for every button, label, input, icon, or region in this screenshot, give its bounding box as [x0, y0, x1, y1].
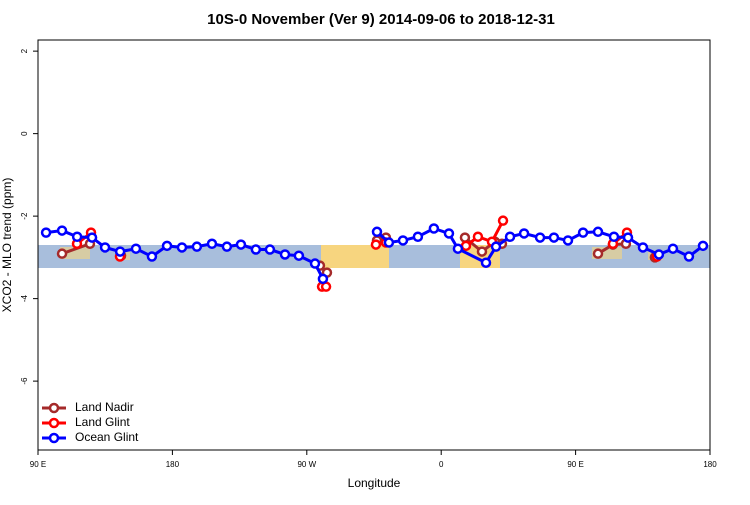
y-tick-label: -2	[20, 212, 29, 220]
data-point	[490, 241, 502, 252]
x-tick-label: 0	[439, 460, 444, 469]
data-point	[480, 257, 492, 268]
plot-frame	[37, 39, 711, 451]
data-point	[235, 239, 247, 250]
x-tick-label: 90 E	[567, 460, 583, 469]
data-point	[460, 240, 472, 252]
data-point	[114, 246, 126, 257]
data-point	[371, 226, 383, 238]
x-tick-label: 180	[703, 460, 717, 469]
data-point	[452, 243, 464, 254]
data-point	[309, 258, 321, 269]
data-point	[518, 228, 530, 239]
data-point	[383, 237, 395, 248]
data-point	[504, 231, 516, 243]
data-point	[608, 231, 620, 243]
data-point	[577, 227, 589, 238]
land-strip	[60, 247, 90, 259]
legend-label: Ocean Glint	[75, 430, 139, 444]
data-point	[592, 226, 604, 238]
data-point	[86, 232, 98, 243]
data-point	[221, 241, 233, 252]
data-point	[497, 215, 509, 226]
map-strip	[38, 245, 710, 268]
data-point	[206, 238, 218, 250]
legend-marker	[48, 432, 60, 444]
data-point	[637, 242, 649, 253]
x-tick-label: 90 W	[297, 460, 316, 469]
data-point	[548, 232, 560, 243]
legend-marker	[48, 402, 60, 414]
data-point	[161, 240, 173, 252]
data-point	[191, 241, 203, 252]
data-point	[40, 227, 52, 238]
data-point	[397, 235, 409, 246]
data-point	[317, 273, 329, 285]
data-point	[459, 232, 471, 243]
data-point	[56, 225, 68, 236]
data-point	[622, 232, 634, 243]
data-point	[443, 228, 455, 239]
legend-label: Land Glint	[75, 415, 130, 429]
y-tick-label: -6	[20, 377, 29, 385]
y-tick-label: 2	[20, 48, 29, 53]
data-point	[534, 232, 546, 243]
data-point	[592, 248, 604, 259]
data-point	[667, 243, 679, 254]
chart-title: 10S-0 November (Ver 9) 2014-09-06 to 201…	[207, 11, 555, 28]
land-strip	[321, 245, 389, 268]
legend-label: Land Nadir	[75, 400, 134, 414]
y-tick-label: 0	[20, 131, 29, 136]
x-axis-label: Longitude	[348, 476, 401, 490]
data-point	[293, 250, 305, 261]
data-point	[71, 231, 83, 243]
data-point	[472, 231, 484, 243]
data-point	[428, 223, 440, 234]
data-point	[99, 242, 111, 253]
y-axis-label: XCO2 - MLO trend (ppm)	[0, 178, 14, 313]
data-point	[56, 248, 68, 259]
data-point	[279, 249, 291, 260]
data-point	[476, 246, 488, 257]
data-point	[653, 249, 665, 260]
data-point	[683, 251, 695, 262]
data-point	[250, 244, 262, 255]
legend-marker	[48, 417, 60, 429]
y-tick-label: -4	[20, 295, 29, 303]
x-tick-label: 90 E	[30, 460, 46, 469]
data-point	[146, 251, 158, 262]
data-point	[697, 240, 709, 252]
data-point	[370, 239, 382, 250]
x-tick-label: 180	[166, 460, 180, 469]
data-point	[412, 231, 424, 243]
data-point	[562, 235, 574, 246]
data-point	[176, 242, 188, 253]
data-point	[130, 243, 142, 254]
data-point	[264, 244, 276, 255]
